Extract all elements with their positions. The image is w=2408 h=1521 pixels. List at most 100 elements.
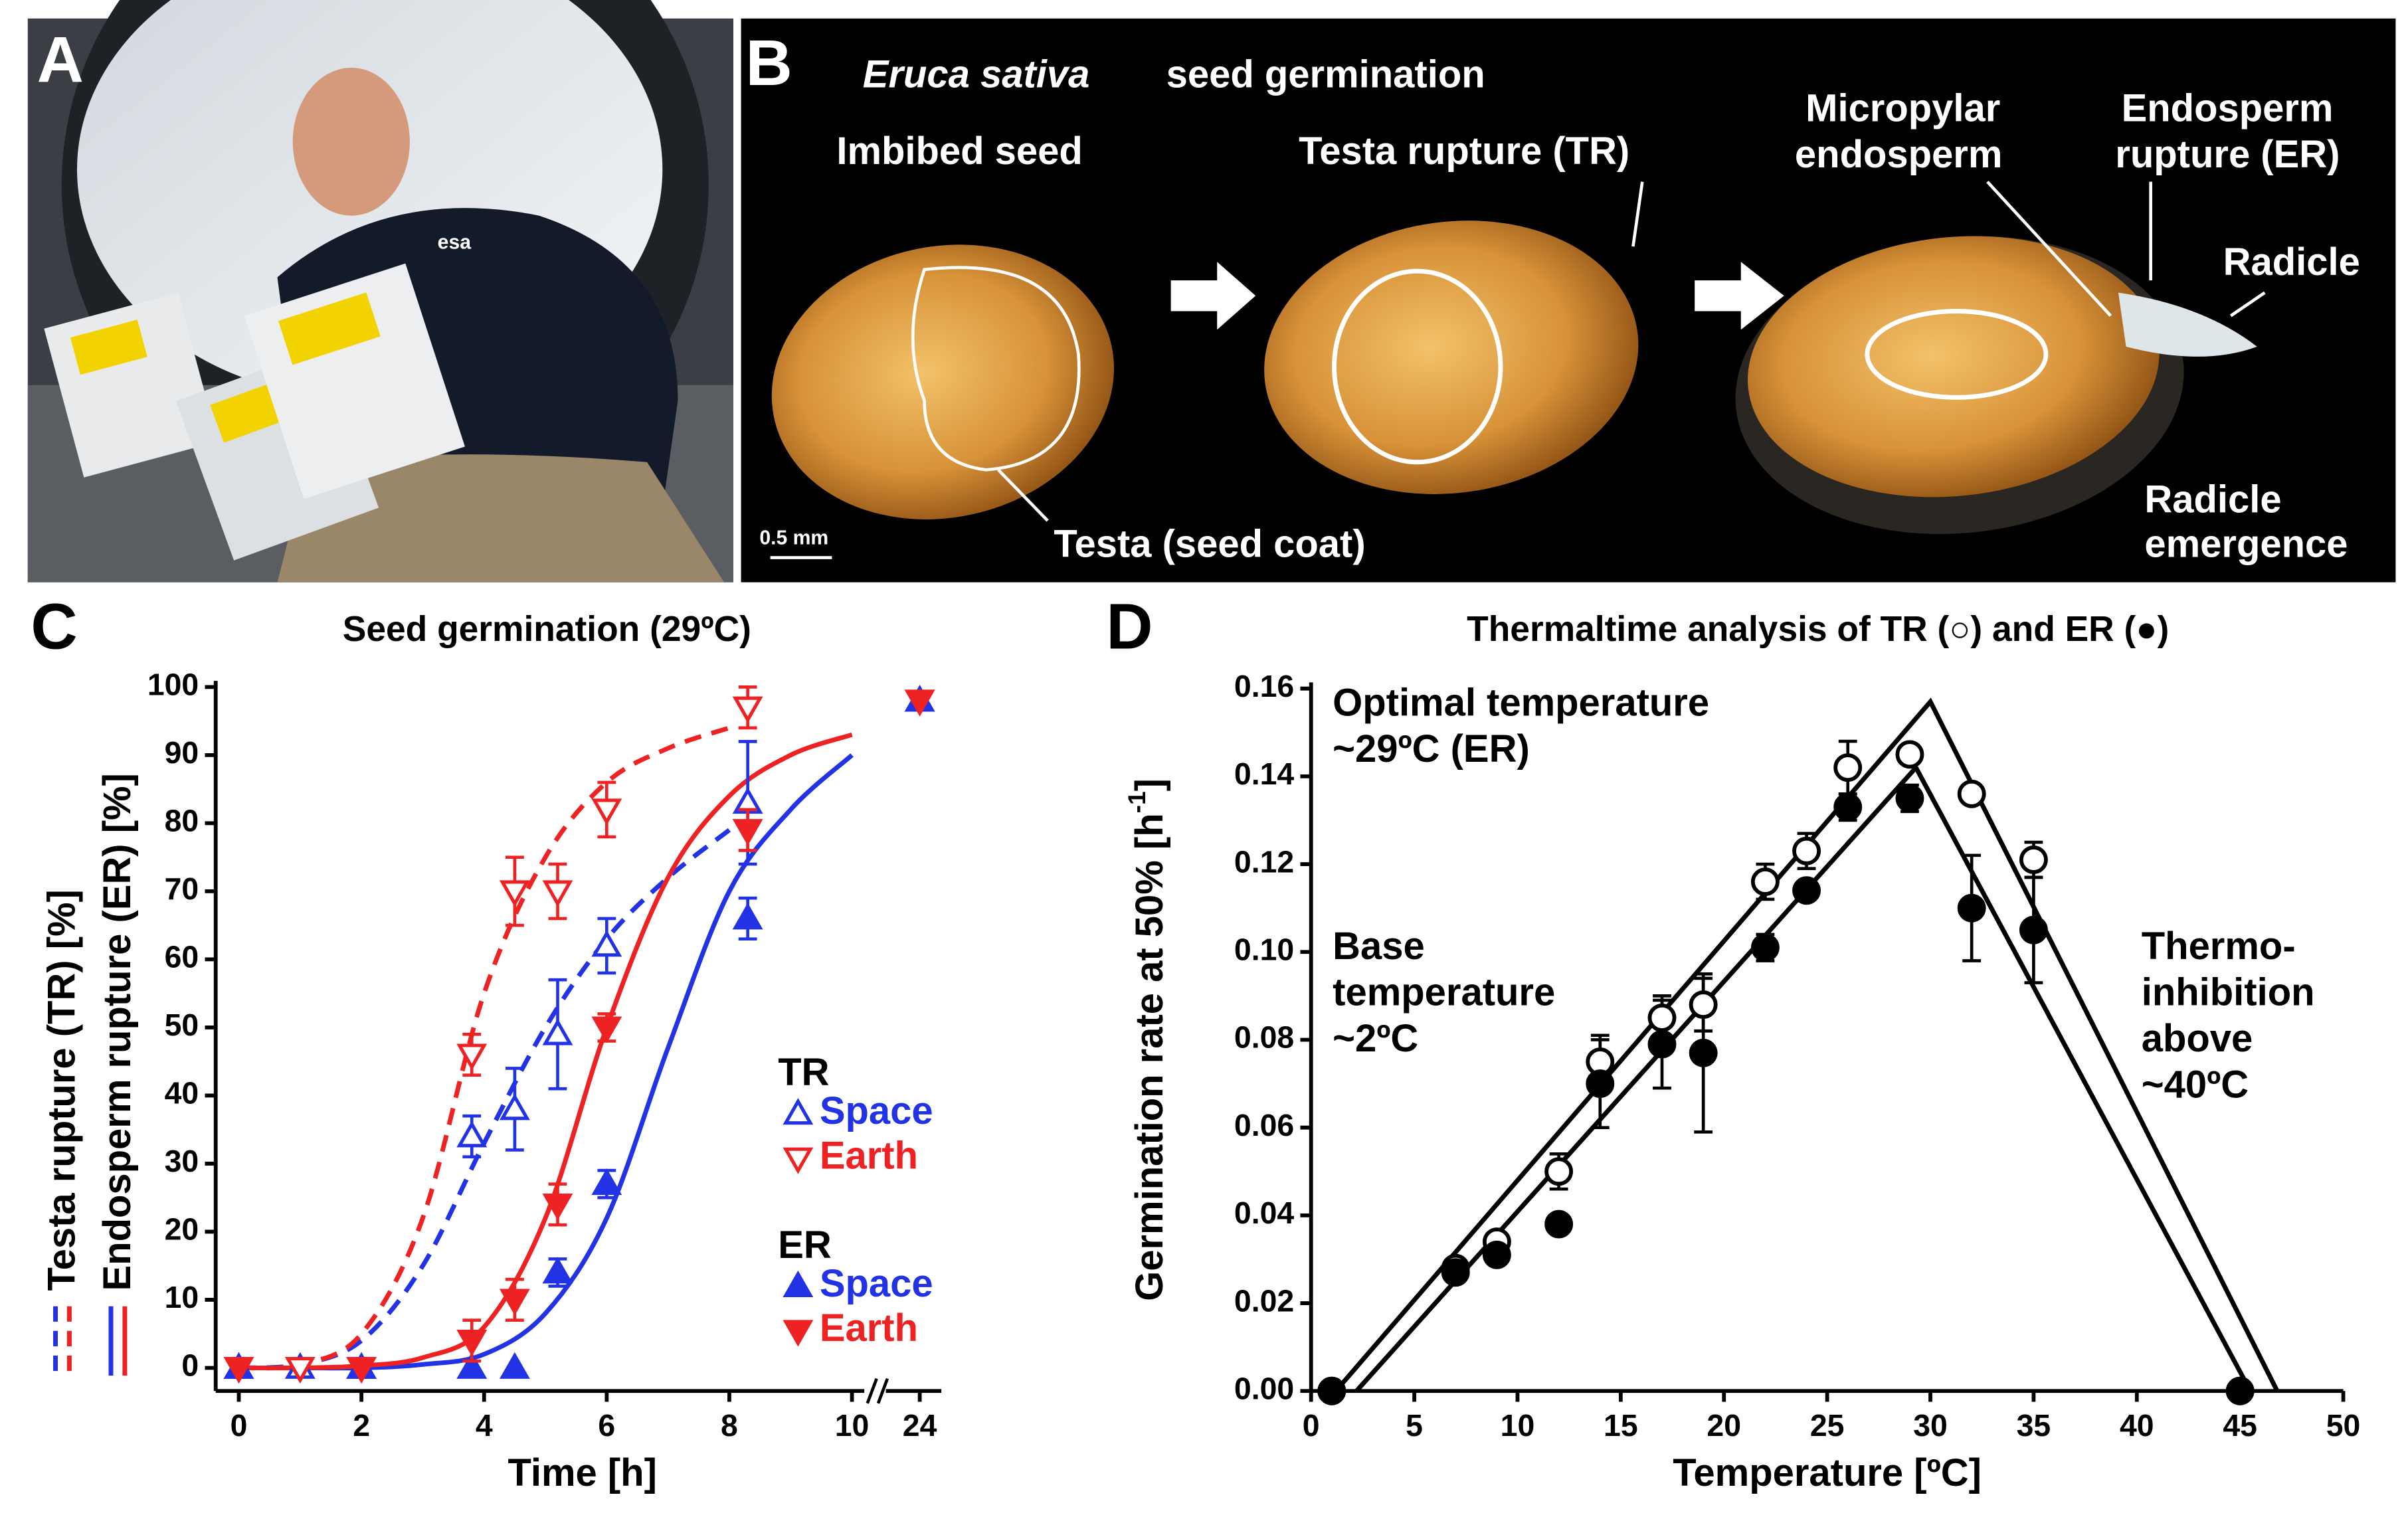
x-axis-label: Time [h]	[508, 1452, 657, 1494]
y-tick-label: 0.14	[1234, 757, 1294, 791]
marker	[2225, 1376, 2255, 1405]
model-line	[1354, 763, 2253, 1393]
panel-label: D	[1106, 590, 1153, 663]
y-tick-label: 0.02	[1234, 1283, 1294, 1318]
photo-a: esa A	[27, 0, 733, 582]
marker	[732, 696, 763, 723]
marker	[1317, 1376, 1346, 1405]
fit-curve	[238, 732, 853, 1371]
scale-bar-label: 0.5 mm	[759, 527, 828, 549]
annotation: temperature	[1333, 972, 1555, 1014]
y-tick-label: 70	[165, 871, 199, 906]
legend-label: Earth	[820, 1134, 918, 1177]
pointer	[1986, 181, 2112, 317]
y-tick-label: 0.10	[1234, 933, 1294, 967]
marker	[1647, 1003, 1677, 1032]
y-tick-label: 50	[165, 1008, 199, 1042]
photo-b: B Eruca sativa seed germination Imbibed …	[741, 18, 2396, 582]
radicle	[2118, 292, 2257, 357]
x-tick-label: 24	[903, 1408, 937, 1443]
imbibed-seed	[771, 244, 1114, 519]
x-tick-label: 10	[835, 1408, 870, 1443]
stage-label: Testa rupture (TR)	[1299, 130, 1629, 173]
y-tick-label: 60	[165, 940, 199, 974]
annotation: ~29ºC (ER)	[1333, 728, 1530, 770]
marker	[284, 1357, 316, 1384]
marker	[1957, 779, 1986, 808]
y-tick-label: 0.12	[1234, 844, 1294, 879]
axis-break	[866, 1378, 889, 1404]
annotation: above	[2142, 1018, 2253, 1060]
x-tick-label: 35	[2017, 1408, 2051, 1443]
x-tick-label: 0	[231, 1408, 248, 1443]
stage-label: rupture (ER)	[2115, 134, 2340, 176]
marker	[346, 1357, 377, 1384]
bag-label	[278, 292, 381, 365]
y-tick-label: 90	[165, 735, 199, 770]
marker	[542, 1257, 573, 1284]
arrow	[1170, 262, 1256, 330]
marker	[499, 1352, 530, 1379]
marker	[456, 1329, 488, 1357]
marker	[456, 1043, 488, 1071]
y-tick-label: 0.16	[1234, 669, 1294, 703]
y-tick-label: 80	[165, 804, 199, 838]
x-tick-label: 8	[721, 1408, 738, 1443]
marker	[1833, 753, 1863, 782]
y-tick-label: 0.04	[1234, 1196, 1294, 1230]
stage-label: Imbibed seed	[836, 130, 1082, 173]
legend-marker	[783, 1270, 814, 1298]
x-tick-label: 30	[1913, 1408, 1948, 1443]
chart-title: Thermaltime analysis of TR (○) and ER (●…	[1467, 610, 2169, 649]
fit-curve	[238, 725, 731, 1371]
marker	[1833, 792, 1863, 822]
annotation: Optimal temperature	[1333, 682, 1709, 725]
x-tick-label: 0	[1303, 1408, 1320, 1443]
y-tick-label: 10	[165, 1280, 199, 1314]
model-line	[1334, 697, 2280, 1393]
marker	[591, 930, 622, 957]
y-tick-label: 0	[181, 1348, 199, 1383]
x-tick-label: 15	[1604, 1408, 1638, 1443]
x-tick-label: 40	[2120, 1408, 2154, 1443]
fit-curve	[238, 753, 854, 1371]
legend-label: Space	[820, 1090, 933, 1132]
marker	[1482, 1240, 1511, 1269]
stage-label: Testa (seed coat)	[1054, 523, 1365, 566]
marker	[542, 880, 573, 907]
y-tick-label: 40	[165, 1076, 199, 1111]
y-axis-label: Germination rate at 50% [h-1]	[1123, 778, 1171, 1301]
panel-label: C	[31, 590, 77, 663]
seed-testa-rupture	[1264, 221, 1639, 494]
marker	[1895, 740, 1924, 769]
x-tick-label: 5	[1406, 1408, 1423, 1443]
stage-label: Radicle	[2144, 478, 2281, 521]
marker	[499, 1093, 530, 1120]
legend-marker	[783, 1147, 814, 1174]
marker	[1544, 1209, 1574, 1239]
panel-label: A	[37, 23, 84, 96]
marker	[904, 689, 935, 717]
marker	[456, 1352, 488, 1379]
y-tick-label: 30	[165, 1144, 199, 1178]
x-tick-label: 2	[353, 1408, 370, 1443]
stage-label: emergence	[2144, 523, 2348, 566]
photo-title: seed germination	[1166, 53, 1485, 96]
y-tick-label: 100	[147, 668, 199, 702]
y-tick-label: 20	[165, 1212, 199, 1247]
legend-label: Space	[820, 1263, 933, 1305]
panel-label: B	[746, 27, 792, 99]
marker	[456, 1120, 488, 1148]
marker	[732, 903, 763, 930]
seed-outline	[1331, 268, 1503, 465]
marker	[1544, 1157, 1574, 1186]
species-name: Eruca sativa	[863, 53, 1090, 96]
annotation: Base	[1333, 925, 1425, 968]
y-tick-label: 0.00	[1234, 1372, 1294, 1406]
marker	[591, 1016, 622, 1043]
x-tick-label: 25	[1810, 1408, 1845, 1443]
x-tick-label: 50	[2326, 1408, 2361, 1443]
y-axis-label-main: Germination rate at 50% [h	[1129, 813, 1171, 1300]
x-axis-label: Temperature [ºC]	[1673, 1452, 1982, 1494]
